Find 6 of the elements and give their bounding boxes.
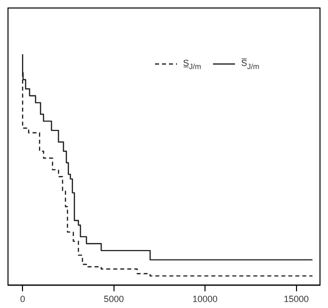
legend-label: S̲$_{J/m}$ — [183, 58, 202, 71]
x-tick-label: 0 — [20, 294, 26, 304]
x-tick-label: 5000 — [104, 294, 124, 304]
x-tick-label: 10000 — [192, 294, 218, 304]
x-tick-label: 15000 — [284, 294, 309, 304]
legend-label: S̅$_{J/m}$ — [241, 58, 260, 71]
